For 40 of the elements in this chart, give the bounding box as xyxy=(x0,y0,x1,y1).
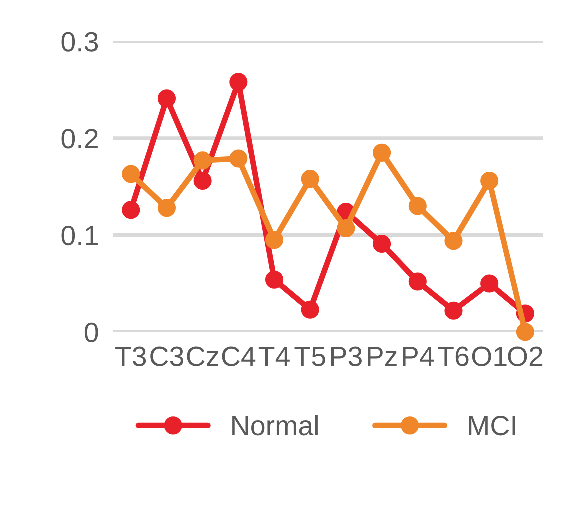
point xyxy=(516,323,534,342)
point xyxy=(194,172,212,190)
point xyxy=(265,231,284,250)
point xyxy=(265,270,284,289)
x-tick-label: P3 xyxy=(331,346,362,366)
point xyxy=(408,197,427,216)
y-tick-label: 0.3 xyxy=(62,32,98,52)
x-tick-label: T3 xyxy=(116,346,146,366)
point xyxy=(480,274,499,293)
y-tick-label: 0.2 xyxy=(62,129,98,149)
point xyxy=(373,234,392,254)
point xyxy=(158,90,176,108)
point xyxy=(158,199,176,218)
y-tick-label: 0.1 xyxy=(62,226,98,246)
x-tick-label: T4 xyxy=(258,347,290,366)
x-tick-label: C4 xyxy=(222,346,256,366)
x-tick-label: C3 xyxy=(150,346,184,366)
x-tick-label: O2 xyxy=(508,346,543,366)
point xyxy=(444,302,463,320)
point xyxy=(337,219,356,238)
point xyxy=(444,232,463,250)
point xyxy=(480,172,499,190)
point xyxy=(230,150,248,168)
point xyxy=(122,201,140,220)
x-tick-label: T5 xyxy=(294,347,326,366)
point xyxy=(230,73,248,92)
point xyxy=(301,300,320,319)
point xyxy=(301,170,320,188)
x-tick-label: P4 xyxy=(403,347,434,366)
y-tick-label: 0 xyxy=(84,322,98,342)
point xyxy=(194,152,212,170)
x-tick-label: Cz xyxy=(187,346,218,366)
point xyxy=(373,144,392,162)
legend-label: Normal xyxy=(232,415,318,436)
x-tick-label: T6 xyxy=(438,346,469,366)
legend-label: MCI xyxy=(469,416,516,436)
x-tick-label: O1 xyxy=(472,346,507,366)
point xyxy=(408,272,427,291)
x-tick-label: Pz xyxy=(368,347,397,366)
point xyxy=(122,165,140,184)
